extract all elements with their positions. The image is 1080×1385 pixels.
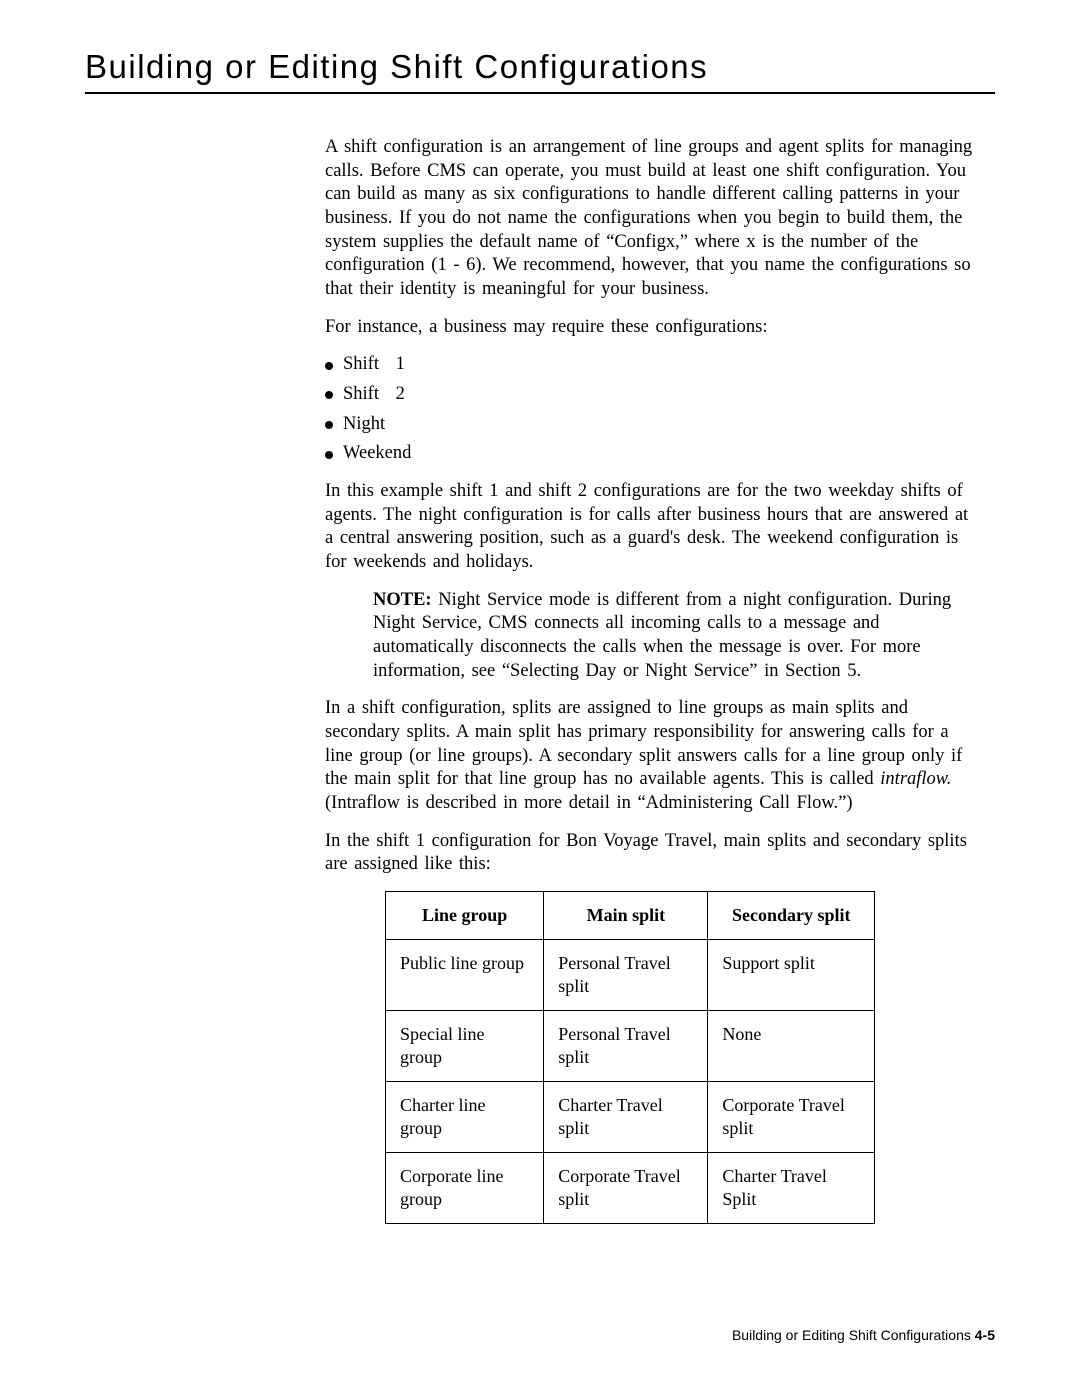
td-main-split: Personal Travel split [544, 1011, 708, 1082]
paragraph-2: For instance, a business may require the… [325, 316, 975, 340]
paragraph-1: A shift configuration is an arrangement … [325, 136, 975, 302]
td-main-split: Corporate Travel split [544, 1153, 708, 1224]
note-block: NOTE: Night Service mode is different fr… [373, 589, 975, 684]
th-secondary-split: Secondary split [708, 892, 875, 940]
td-line-group: Charter line group [386, 1082, 544, 1153]
bullet-item: Shift 1 [325, 353, 975, 377]
para4-italic: intraflow. [880, 769, 951, 789]
td-line-group: Public line group [386, 940, 544, 1011]
note-text: Night Service mode is different from a n… [373, 590, 951, 681]
bullet-label: Night [343, 414, 385, 434]
para4-a: In a shift configuration, splits are ass… [325, 698, 962, 789]
title-block: Building or Editing Shift Configurations [85, 48, 995, 94]
th-main-split: Main split [544, 892, 708, 940]
td-main-split: Charter Travel split [544, 1082, 708, 1153]
footer-text: Building or Editing Shift Configurations [732, 1327, 975, 1343]
td-line-group: Corporate line group [386, 1153, 544, 1224]
para4-b: (Intraflow is described in more detail i… [325, 793, 852, 813]
bullet-label: Shift [343, 354, 379, 374]
td-secondary-split: Corporate Travel split [708, 1082, 875, 1153]
title-rule [85, 92, 995, 94]
content-body: A shift configuration is an arrangement … [325, 136, 975, 1224]
table-row: Special line group Personal Travel split… [386, 1011, 875, 1082]
bullet-label: Weekend [343, 443, 411, 463]
bullet-num: 1 [396, 354, 405, 374]
paragraph-3: In this example shift 1 and shift 2 conf… [325, 480, 975, 575]
page-footer: Building or Editing Shift Configurations… [732, 1327, 995, 1343]
footer-page-number: 4-5 [975, 1327, 995, 1343]
td-secondary-split: None [708, 1011, 875, 1082]
table-row: Public line group Personal Travel split … [386, 940, 875, 1011]
bullet-item: Night [325, 413, 975, 437]
td-secondary-split: Support split [708, 940, 875, 1011]
table-row: Charter line group Charter Travel split … [386, 1082, 875, 1153]
bullet-item: Shift 2 [325, 383, 975, 407]
bullet-list: Shift 1 Shift 2 Night Weekend [325, 353, 975, 466]
note-label: NOTE: [373, 590, 432, 610]
table-row: Corporate line group Corporate Travel sp… [386, 1153, 875, 1224]
bullet-num: 2 [396, 384, 405, 404]
td-main-split: Personal Travel split [544, 940, 708, 1011]
bullet-item: Weekend [325, 442, 975, 466]
td-line-group: Special line group [386, 1011, 544, 1082]
split-table: Line group Main split Secondary split Pu… [385, 891, 875, 1224]
th-line-group: Line group [386, 892, 544, 940]
table-header-row: Line group Main split Secondary split [386, 892, 875, 940]
page-title: Building or Editing Shift Configurations [85, 48, 995, 86]
paragraph-5: In the shift 1 configuration for Bon Voy… [325, 830, 975, 877]
bullet-label: Shift [343, 384, 379, 404]
td-secondary-split: Charter Travel Split [708, 1153, 875, 1224]
paragraph-4: In a shift configuration, splits are ass… [325, 697, 975, 815]
